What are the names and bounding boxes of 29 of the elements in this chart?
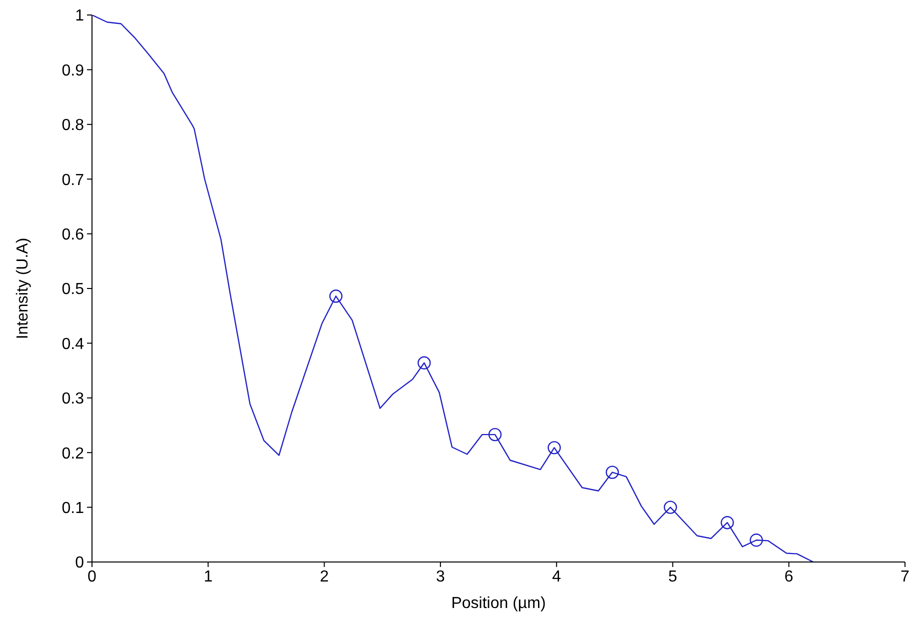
y-tick-label: 0.9 — [62, 62, 84, 80]
y-tick-label: 0.6 — [62, 226, 84, 244]
point — [664, 500, 677, 514]
y-tick-label: 0 — [75, 554, 84, 572]
y-tick-label: 0.8 — [62, 117, 84, 134]
x-tick-label: 4 — [552, 568, 562, 586]
y-tick-label: 0.2 — [62, 445, 84, 462]
y-axis-title: Intensity (U.A) — [14, 238, 32, 340]
y-tick-label: 0.3 — [62, 390, 84, 408]
y-tick-label: 0.5 — [62, 281, 84, 298]
point — [488, 428, 502, 442]
y-tick-label: 0.4 — [62, 336, 84, 353]
x-tick-label: 2 — [320, 568, 329, 586]
y-tick-label: 0.7 — [62, 172, 84, 189]
point — [418, 356, 431, 370]
point — [548, 441, 561, 454]
x-tick-label: 1 — [204, 568, 213, 586]
point — [720, 516, 734, 530]
x-tick-label: 3 — [436, 568, 445, 586]
x-axis-title: Position (µm) — [451, 595, 546, 612]
y-tick-label: 0.1 — [62, 500, 84, 517]
point — [606, 466, 619, 479]
x-tick-label: 7 — [900, 568, 910, 586]
x-tick-label: 6 — [784, 568, 794, 586]
x-tick-label: 0 — [88, 568, 97, 586]
point — [750, 534, 763, 547]
point — [329, 290, 342, 303]
y-tick-label: 1 — [75, 8, 84, 25]
x-tick-label: 5 — [668, 568, 678, 586]
